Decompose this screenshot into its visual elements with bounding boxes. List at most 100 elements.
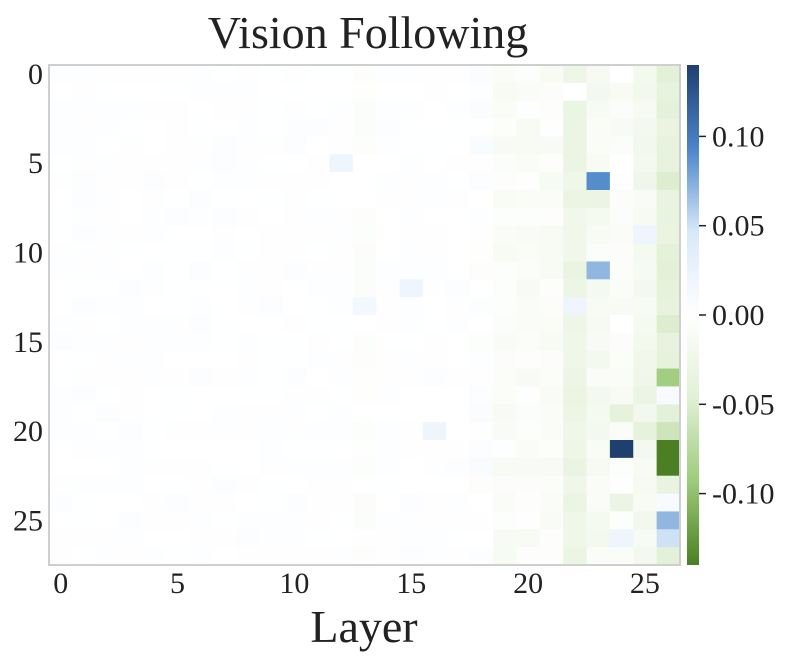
- heatmap-cell: [539, 65, 564, 84]
- heatmap-cell: [189, 65, 214, 84]
- heatmap-cell: [165, 368, 190, 388]
- heatmap-cell: [586, 154, 611, 173]
- heatmap-cell: [586, 118, 611, 138]
- heatmap-cell: [95, 65, 120, 84]
- heatmap-cell: [609, 440, 634, 459]
- heatmap-cell: [376, 529, 401, 548]
- heatmap-cell: [539, 529, 564, 548]
- heatmap-cell: [376, 297, 401, 316]
- heatmap-cell: [446, 207, 471, 227]
- heatmap-cell: [609, 261, 634, 280]
- heatmap-cell: [493, 332, 518, 352]
- heatmap-cell: [633, 243, 658, 263]
- heatmap-cell: [189, 493, 214, 513]
- heatmap-cell: [539, 493, 564, 513]
- heatmap-cell: [212, 315, 237, 334]
- heatmap-cell: [306, 547, 331, 566]
- heatmap-cell: [306, 279, 331, 298]
- heatmap-cell: [235, 82, 260, 102]
- heatmap-cell: [399, 118, 424, 138]
- heatmap-cell: [516, 547, 541, 566]
- heatmap-cell: [95, 136, 120, 155]
- heatmap-cell: [609, 332, 634, 352]
- heatmap-cell: [49, 475, 73, 495]
- heatmap-cell: [609, 422, 634, 441]
- heatmap-cell: [493, 279, 518, 298]
- heatmap-cell: [493, 315, 518, 334]
- heatmap-cell: [189, 547, 214, 566]
- heatmap-cell: [95, 225, 120, 245]
- heatmap-cell: [119, 529, 144, 548]
- heatmap-cell: [165, 297, 190, 316]
- heatmap-cell: [49, 279, 73, 298]
- heatmap-cell: [493, 136, 518, 155]
- heatmap-cell: [142, 404, 167, 423]
- heatmap-cell: [516, 350, 541, 370]
- heatmap-cell: [376, 136, 401, 155]
- heatmap-cell: [563, 207, 588, 227]
- heatmap-cell: [563, 457, 588, 477]
- heatmap-cell: [563, 172, 588, 191]
- heatmap-cell: [329, 279, 354, 298]
- heatmap-cell: [633, 261, 658, 280]
- heatmap-cell: [282, 404, 307, 423]
- heatmap-cell: [235, 118, 260, 138]
- heatmap-cell: [165, 422, 190, 441]
- heatmap-cell: [72, 315, 97, 334]
- heatmap-cell: [306, 172, 331, 191]
- heatmap-cell: [399, 457, 424, 477]
- heatmap-cell: [399, 475, 424, 495]
- heatmap-cell: [586, 404, 611, 423]
- heatmap-cell: [446, 315, 471, 334]
- heatmap-cell: [469, 136, 494, 155]
- heatmap-cell: [306, 350, 331, 370]
- heatmap-cell: [352, 457, 377, 477]
- heatmap-cell: [329, 350, 354, 370]
- heatmap-cell: [142, 422, 167, 441]
- heatmap-cell: [95, 82, 120, 102]
- heatmap-cell: [189, 422, 214, 441]
- heatmap-cell: [422, 82, 447, 102]
- heatmap-cell: [49, 154, 73, 173]
- heatmap-cell: [259, 154, 284, 173]
- heatmap-cell: [212, 404, 237, 423]
- heatmap-cell: [282, 547, 307, 566]
- x-tick-label: 15: [396, 567, 426, 600]
- heatmap-cell: [119, 65, 144, 84]
- heatmap-cell: [259, 547, 284, 566]
- heatmap-cell: [609, 172, 634, 191]
- heatmap-cell: [282, 368, 307, 388]
- heatmap-cell: [235, 65, 260, 84]
- heatmap-cell: [95, 457, 120, 477]
- heatmap-cell: [422, 493, 447, 513]
- heatmap-cell: [165, 404, 190, 423]
- heatmap-cell: [212, 172, 237, 191]
- heatmap-cell: [119, 422, 144, 441]
- heatmap-cell: [516, 100, 541, 120]
- heatmap-cell: [609, 65, 634, 84]
- heatmap-cell: [72, 65, 97, 84]
- heatmap-cell: [376, 511, 401, 530]
- heatmap-cell: [656, 511, 681, 530]
- heatmap-cell: [563, 297, 588, 316]
- heatmap-cell: [95, 440, 120, 459]
- heatmap-cell: [282, 422, 307, 441]
- heatmap-cell: [49, 118, 73, 138]
- heatmap-cell: [189, 261, 214, 280]
- heatmap-cell: [656, 65, 681, 84]
- heatmap-cell: [72, 547, 97, 566]
- heatmap-cell: [422, 386, 447, 405]
- heatmap-cell: [376, 547, 401, 566]
- heatmap-cell: [586, 65, 611, 84]
- heatmap-cell: [563, 118, 588, 138]
- heatmap-cell: [609, 190, 634, 209]
- heatmap-cell: [376, 279, 401, 298]
- heatmap-cell: [399, 422, 424, 441]
- heatmap-cell: [142, 350, 167, 370]
- heatmap-cell: [539, 315, 564, 334]
- heatmap-cell: [329, 547, 354, 566]
- heatmap-cell: [633, 190, 658, 209]
- heatmap-cell: [329, 457, 354, 477]
- heatmap-cell: [399, 190, 424, 209]
- heatmap-cell: [282, 207, 307, 227]
